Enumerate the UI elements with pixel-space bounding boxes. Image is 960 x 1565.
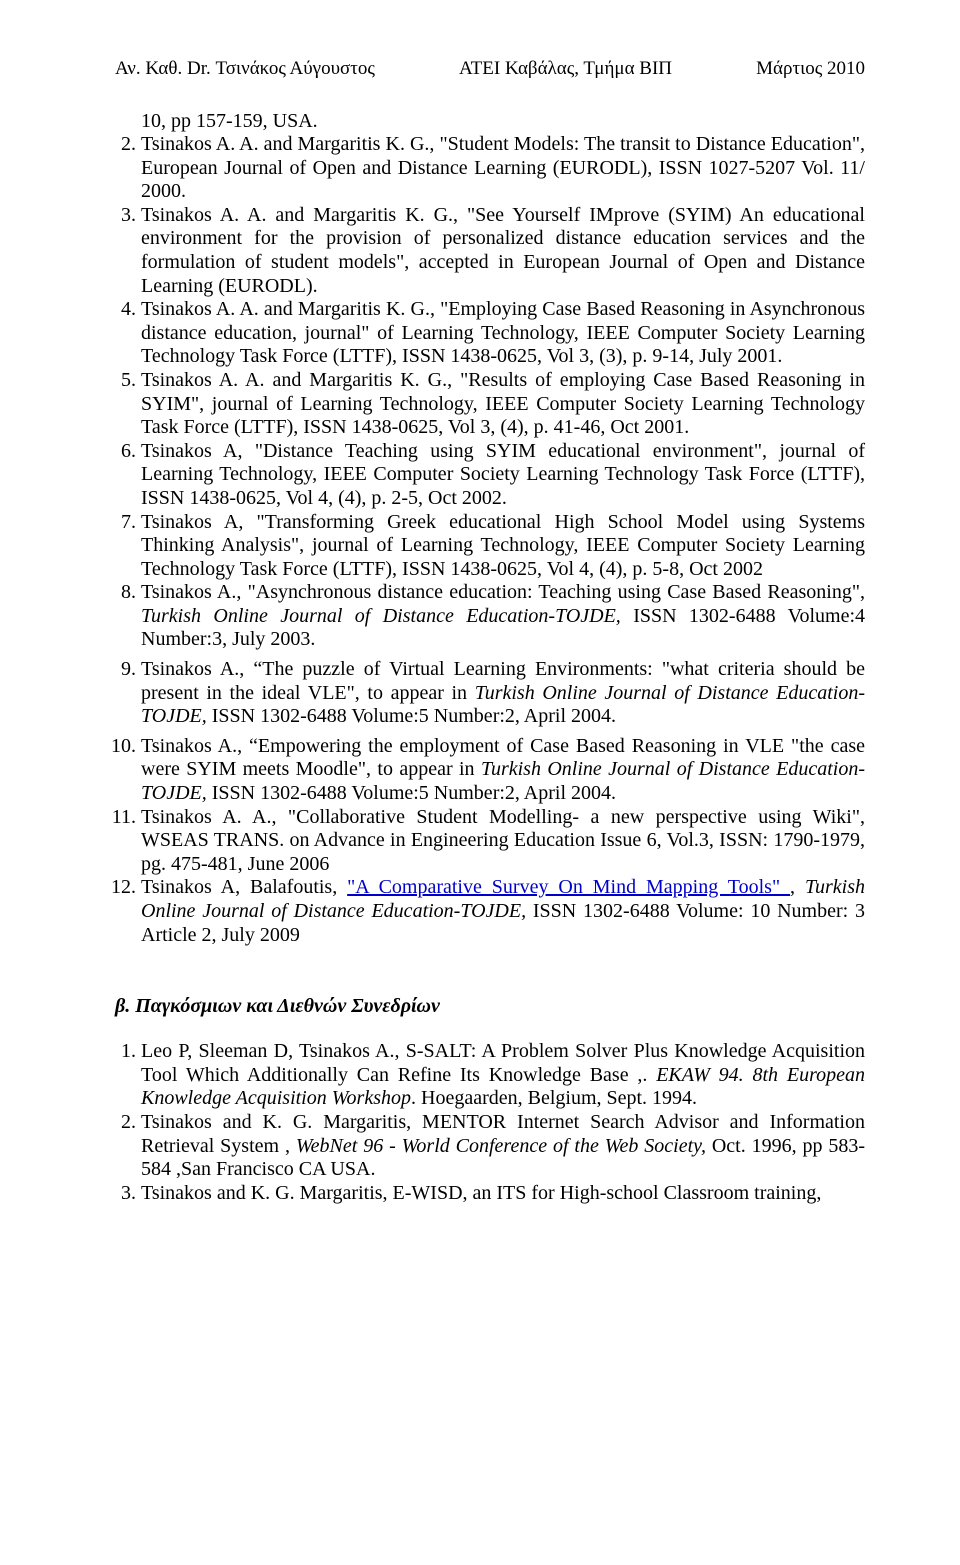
ref-text: ISSN 1302-6488 Volume:5 Number:2, April … — [207, 705, 616, 727]
conf-text: . Hoegaarden, Belgium, Sept. 1994. — [411, 1087, 697, 1109]
references-list: Tsinakos A. A. and Margaritis K. G., "St… — [115, 133, 865, 947]
ref-text: Tsinakos A., "Asynchronous distance educ… — [141, 581, 865, 603]
header-left: Αν. Καθ. Dr. Τσινάκος Αύγουστος — [115, 58, 375, 80]
ref-item: Tsinakos A. A. and Margaritis K. G., "Se… — [141, 204, 865, 298]
page-header: Αν. Καθ. Dr. Τσινάκος Αύγουστος ΑΤΕΙ Καβ… — [115, 58, 865, 80]
ref-item: Tsinakos A. A. and Margaritis K. G., "Em… — [141, 298, 865, 369]
ref-item: Tsinakos A, "Distance Teaching using SYI… — [141, 440, 865, 511]
ref-item: Tsinakos A., "Asynchronous distance educ… — [141, 581, 865, 652]
ref-item: Tsinakos A, Balafoutis, "A Comparative S… — [141, 876, 865, 947]
section-heading-b: β. Παγκόσμιων και Διεθνών Συνεδρίων — [115, 995, 865, 1018]
ref-item: Tsinakos A. A. and Margaritis K. G., "St… — [141, 133, 865, 204]
ref-text: , — [790, 876, 805, 898]
conference-list: Leo P, Sleeman D, Tsinakos A., S-SALT: A… — [115, 1040, 865, 1205]
ref-item: Tsinakos A. A., "Collaborative Student M… — [141, 806, 865, 877]
ref-text: Tsinakos A, Balafoutis, — [141, 876, 347, 898]
ref-item: Tsinakos A., “Empowering the employment … — [141, 735, 865, 806]
header-right: Μάρτιος 2010 — [756, 58, 865, 80]
conf-item: Tsinakos and K. G. Margaritis, E-WISD, a… — [141, 1182, 865, 1206]
continuation-line: 10, pp 157-159, USA. — [115, 110, 865, 133]
header-center: ΑΤΕΙ Καβάλας, Τμήμα ΒΙΠ — [459, 58, 672, 80]
ref-text: ISSN 1302-6488 Volume:5 Number:2, April … — [207, 782, 616, 804]
ref-item: Tsinakos A., “The puzzle of Virtual Lear… — [141, 658, 865, 729]
conf-item: Leo P, Sleeman D, Tsinakos A., S-SALT: A… — [141, 1040, 865, 1111]
ref-journal: Turkish Online Journal of Distance Educa… — [141, 605, 621, 627]
conf-item: Tsinakos and K. G. Margaritis, MENTOR In… — [141, 1111, 865, 1182]
conf-journal: WebNet 96 - World Conference of the Web … — [296, 1135, 706, 1157]
ref-item: Tsinakos A. A. and Margaritis K. G., "Re… — [141, 369, 865, 440]
ref-link[interactable]: "A Comparative Survey On Mind Mapping To… — [347, 876, 790, 898]
ref-item: Tsinakos A, "Transforming Greek educatio… — [141, 511, 865, 582]
